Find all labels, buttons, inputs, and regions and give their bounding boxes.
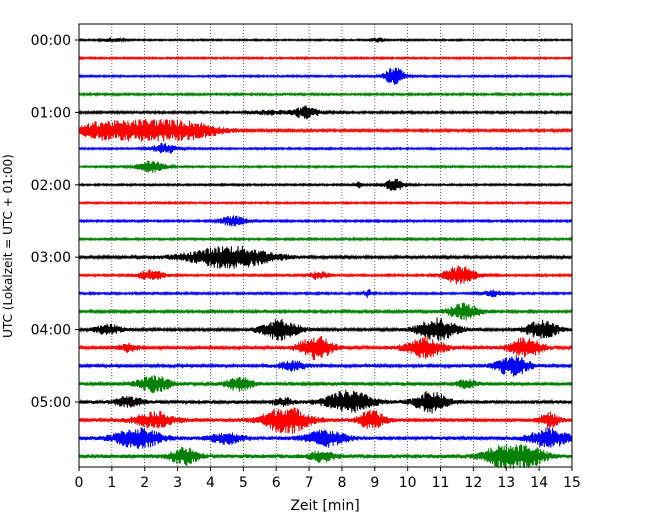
y-tick-label: 00:00 [31,33,71,49]
y-tick-label: 01:00 [31,105,71,121]
y-axis-label: UTC (Lokalzeit = UTC + 01:00) [1,154,15,338]
x-tick-label: 13 [497,475,515,491]
x-tick-label: 0 [75,475,84,491]
x-tick-label: 3 [173,475,182,491]
trace-0100 [78,105,573,120]
plot-frame [78,23,573,468]
trace-0145 [78,160,573,173]
trace-0530 [78,427,573,449]
trace-0215 [78,200,573,206]
trace-0445 [78,375,573,394]
y-tick-label: 03:00 [31,250,71,266]
x-tick-label: 1 [107,475,116,491]
x-tick-label: 10 [399,475,417,491]
trace-0545 [78,443,573,469]
x-tick-label: 15 [563,475,581,491]
trace-0000 [78,36,573,44]
trace-0345 [78,302,573,321]
trace-0415 [78,335,573,361]
x-tick-label: 4 [206,475,215,491]
x-tick-label: 12 [464,475,482,491]
x-tick-label: 6 [272,475,281,491]
trace-0230 [78,215,573,227]
trace-0115 [78,119,573,142]
trace-0500 [78,389,573,414]
y-axis: 00:00 01:00 02:00 03:00 04:00 05:00 [31,33,79,411]
x-axis: 0 1 2 3 4 5 6 7 8 9 10 11 12 13 14 15 [75,467,581,491]
x-tick-label: 14 [530,475,548,491]
x-tick-label: 9 [370,475,379,491]
trace-0515 [78,407,573,434]
x-tick-label: 8 [337,475,346,491]
trace-0015 [78,55,573,61]
trace-0045 [78,91,573,98]
trace-0245 [78,236,573,242]
trace-0330 [78,289,573,298]
trace-0315 [78,265,573,285]
trace-0200 [78,178,573,191]
trace-0400 [78,317,573,342]
x-tick-label: 2 [140,475,149,491]
x-axis-label: Zeit [min] [290,498,359,514]
x-tick-label: 5 [239,475,248,491]
x-tick-label: 7 [305,475,314,491]
x-tick-label: 11 [432,475,450,491]
seismic-traces [78,36,573,469]
trace-0030 [78,67,573,85]
grid-lines [111,24,540,467]
y-tick-label: 05:00 [31,395,71,411]
y-tick-label: 04:00 [31,323,71,339]
trace-0300 [78,245,573,269]
y-tick-label: 02:00 [31,178,71,194]
trace-0430 [78,355,573,377]
trace-0130 [78,142,573,154]
